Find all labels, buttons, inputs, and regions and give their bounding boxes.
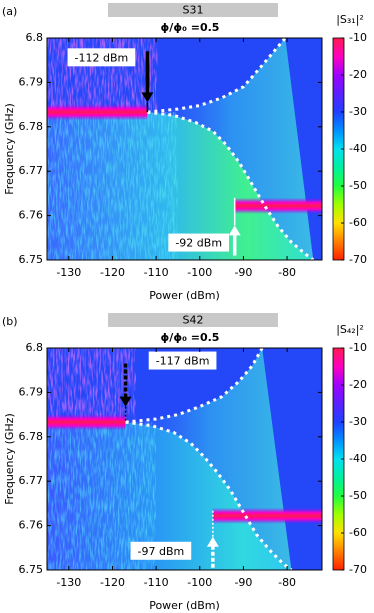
arrow-head: [119, 396, 132, 407]
colorbar-tick-label: -60: [349, 216, 367, 229]
colorbar-label: |S₄₂|²: [336, 323, 364, 336]
x-tick-label: -120: [100, 576, 125, 589]
colorbar-tick-label: -30: [349, 105, 367, 118]
x-tick-label: -90: [234, 266, 252, 279]
y-tick-label: 6.76: [19, 209, 44, 222]
y-tick-label: 6.78: [19, 430, 44, 443]
colorbar-tick-label: -50: [349, 489, 367, 502]
y-tick-label: 6.76: [19, 519, 44, 532]
y-tick-label: 6.8: [26, 341, 44, 354]
annotation-text: -112 dBm: [75, 51, 129, 64]
arrow-head: [228, 225, 241, 236]
colorbar-tick-label: -20: [349, 68, 367, 81]
panel: (a) S31 ϕ/ϕ₀ =0.5 -112 dBm -92 dBm -130 -120 -1…: [2, 3, 367, 302]
y-tick-label: 6.75: [19, 563, 44, 576]
panel-label: (b): [2, 315, 18, 328]
y-tick-label: 6.8: [26, 31, 44, 44]
x-tick-label: -130: [56, 266, 81, 279]
colorbar-tick-label: -20: [349, 378, 367, 391]
plot-frame: [46, 347, 323, 571]
x-axis-label: Power (dBm): [149, 289, 220, 302]
y-axis-label: Frequency (GHz): [3, 103, 16, 194]
colorbar-tick-label: -70: [349, 563, 367, 576]
arrow-head: [141, 92, 154, 103]
x-tick-label: -110: [144, 266, 169, 279]
title-bar: [108, 3, 278, 17]
panel-label: (a): [2, 5, 17, 18]
resonance-band: [234, 197, 322, 214]
colorbar-tick-label: -30: [349, 415, 367, 428]
y-tick-label: 6.79: [19, 385, 44, 398]
panel: (b) S42 ϕ/ϕ₀ =0.5 -117 dBm -97 dBm -130 -120 -1…: [2, 313, 367, 612]
resonance-band: [47, 104, 148, 121]
y-tick-label: 6.75: [19, 253, 44, 266]
theory-curve: [125, 348, 264, 424]
colorbar-tick-label: -60: [349, 526, 367, 539]
theory-curve: [125, 420, 293, 570]
heat-noise: [47, 348, 136, 423]
x-tick-label: -110: [144, 576, 169, 589]
title-bar: [108, 313, 278, 327]
x-tick-label: -100: [187, 266, 212, 279]
x-tick-label: -80: [278, 576, 296, 589]
x-tick-label: -130: [56, 576, 81, 589]
annotation-box: [130, 541, 192, 560]
annotation-text: -92 dBm: [175, 237, 222, 250]
resonance-band: [47, 414, 126, 431]
plot-frame: [46, 37, 323, 261]
y-axis-label: Frequency (GHz): [3, 413, 16, 504]
chart-title: S31: [183, 4, 204, 17]
colorbar-label: |S₃₁|²: [336, 13, 364, 26]
x-axis-label: Power (dBm): [149, 599, 220, 612]
colorbar-tick-label: -50: [349, 179, 367, 192]
arrow-head: [206, 536, 219, 547]
chart-title: S42: [183, 314, 204, 327]
y-tick-label: 6.77: [19, 164, 44, 177]
x-tick-label: -80: [278, 266, 296, 279]
y-tick-label: 6.77: [19, 474, 44, 487]
x-tick-label: -100: [187, 576, 212, 589]
colorbar-tick-label: -10: [349, 341, 367, 354]
subtitle: ϕ/ϕ₀ =0.5: [161, 21, 220, 34]
subtitle: ϕ/ϕ₀ =0.5: [161, 331, 220, 344]
colorbar-tick-label: -70: [349, 253, 367, 266]
colorbar-tick-label: -40: [349, 142, 367, 155]
annotation-box: [67, 48, 136, 67]
annotation-text: -97 dBm: [138, 545, 185, 558]
x-tick-label: -120: [100, 266, 125, 279]
y-tick-label: 6.79: [19, 75, 44, 88]
colorbar-tick-label: -40: [349, 452, 367, 465]
colorbar-tick-label: -10: [349, 31, 367, 44]
y-tick-label: 6.78: [19, 120, 44, 133]
resonance-band: [212, 507, 322, 524]
annotation-box: [148, 351, 217, 370]
annotation-text: -117 dBm: [156, 355, 210, 368]
annotation-box: [168, 233, 230, 252]
x-tick-label: -90: [234, 576, 252, 589]
heat-noise: [47, 112, 178, 260]
heatmap: [47, 348, 322, 570]
heatmap: [47, 38, 322, 260]
